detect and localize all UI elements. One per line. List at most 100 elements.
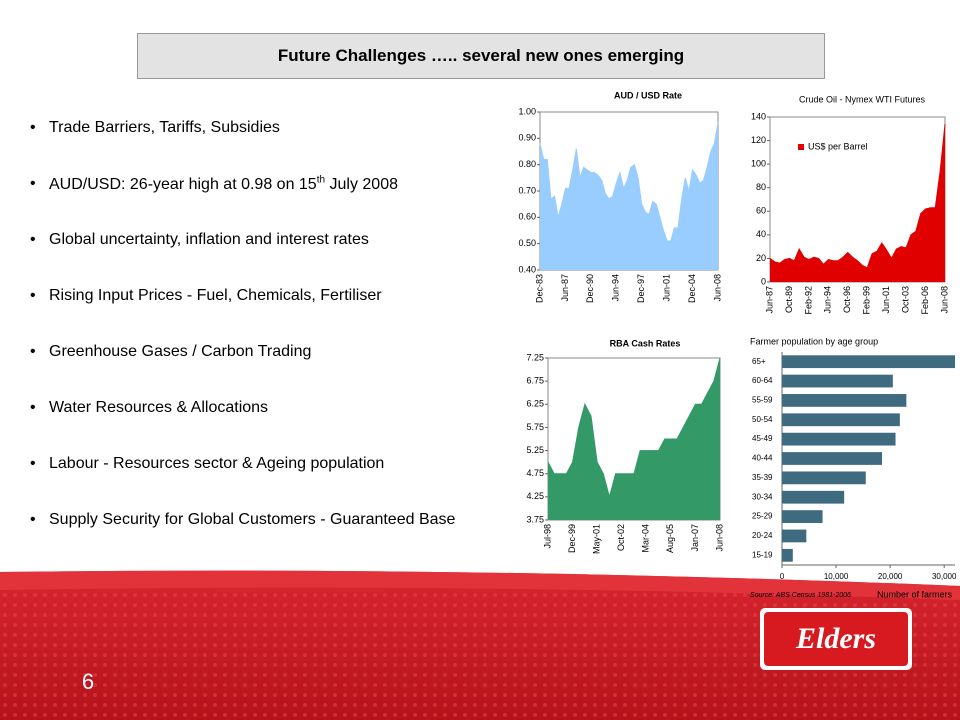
y-tick-label: 4.25 — [526, 491, 544, 501]
y-tick-label: 50-54 — [752, 415, 773, 424]
x-tick-label: Oct-89 — [784, 286, 794, 313]
bullet: Labour - Resources sector & Ageing popul… — [30, 455, 384, 473]
bar — [782, 413, 900, 427]
y-tick-label: 0.50 — [518, 238, 536, 248]
x-tick-label: 10,000 — [824, 572, 849, 581]
y-tick-label: 0 — [761, 276, 766, 286]
y-tick-label: 60 — [756, 206, 766, 216]
chart-title: Farmer population by age group — [750, 336, 878, 346]
bullet-text: July 2008 — [325, 176, 398, 194]
x-tick-label: Jun-94 — [823, 286, 833, 314]
y-tick-label: 1.00 — [518, 106, 536, 116]
y-tick-label: 3.75 — [526, 514, 544, 524]
bullet: Water Resources & Allocations — [30, 399, 268, 417]
bullet-text: Labour - Resources sector & Ageing popul… — [49, 455, 385, 472]
y-tick-label: 0.60 — [518, 212, 536, 222]
source-note: Source: ABS Census 1981-2006 — [750, 592, 851, 599]
x-tick-label: Jul-98 — [542, 524, 552, 549]
area-fill — [770, 124, 945, 282]
y-tick-label: 25-29 — [752, 512, 773, 521]
x-tick-label: Dec-83 — [534, 274, 544, 303]
footer-stripe — [0, 570, 960, 600]
slide-title: Future Challenges ….. several new ones e… — [137, 33, 825, 79]
area-fill — [540, 122, 718, 271]
x-tick-label: Jun-08 — [939, 286, 949, 314]
x-tick-label: Oct-02 — [616, 524, 626, 551]
y-tick-label: 0.90 — [518, 133, 536, 143]
chart-title: RBA Cash Rates — [610, 338, 681, 348]
y-tick-label: 15-19 — [752, 550, 773, 559]
bar — [782, 471, 866, 485]
logo-text: Elders — [795, 622, 876, 655]
area-line — [547, 357, 721, 499]
footer-pattern — [0, 570, 960, 720]
bar — [782, 490, 845, 504]
y-tick-label: 45-49 — [752, 434, 773, 443]
y-tick-label: 6.75 — [526, 376, 544, 386]
bullet: Global uncertainty, inflation and intere… — [30, 231, 369, 249]
x-tick-label: 20,000 — [878, 572, 903, 581]
y-tick-label: 6.25 — [526, 399, 544, 409]
bullet-text: Global uncertainty, inflation and intere… — [49, 231, 369, 248]
y-tick-label: 5.25 — [526, 445, 544, 455]
area-fill — [548, 358, 720, 520]
y-tick-label: 100 — [751, 159, 766, 169]
x-tick-label: Jun-01 — [881, 286, 891, 314]
bar — [782, 510, 823, 523]
bullet-text: Greenhouse Gases / Carbon Trading — [49, 343, 312, 360]
chart-title: AUD / USD Rate — [614, 90, 682, 100]
x-tick-label: Jan-07 — [690, 524, 700, 552]
x-tick-label: Jun-87 — [560, 274, 570, 302]
bullet-text: AUD/USD: 26-year high at 0.98 on 15 — [49, 176, 317, 194]
bar — [782, 374, 893, 388]
x-tick-label: Feb-99 — [862, 286, 872, 315]
bullet: Trade Barriers, Tariffs, Subsidies — [30, 119, 280, 137]
bullet-text: AUD/USD: 26-year high at 0.98 on 15th Ju… — [49, 175, 398, 194]
y-tick-label: 20 — [756, 253, 766, 263]
y-tick-label: 40 — [756, 229, 766, 239]
x-tick-label: Feb-06 — [920, 286, 930, 315]
bar — [782, 355, 955, 369]
bullet: Supply Security for Global Customers - G… — [30, 511, 455, 529]
bar — [782, 394, 907, 407]
x-tick-label: Oct-03 — [900, 286, 910, 313]
y-tick-label: 20-24 — [752, 531, 773, 540]
y-tick-label: 0.70 — [518, 185, 536, 195]
y-tick-label: 30-34 — [752, 492, 773, 501]
bullet-text: Rising Input Prices - Fuel, Chemicals, F… — [49, 287, 382, 304]
y-tick-label: 35-39 — [752, 473, 773, 482]
x-tick-label: 0 — [780, 572, 785, 581]
bullet-text: Water Resources & Allocations — [49, 399, 269, 416]
x-tick-label: Jun-01 — [662, 274, 672, 302]
bullet-sup: th — [316, 175, 326, 186]
bullet: Greenhouse Gases / Carbon Trading — [30, 343, 311, 361]
logo-box — [764, 612, 908, 666]
x-tick-label: Dec-04 — [687, 274, 697, 303]
bullet-text: Supply Security for Global Customers - G… — [49, 511, 456, 528]
bullet: Rising Input Prices - Fuel, Chemicals, F… — [30, 287, 382, 305]
legend-swatch — [798, 144, 804, 150]
x-tick-label: Jun-87 — [764, 286, 774, 314]
y-tick-label: 4.75 — [526, 468, 544, 478]
y-tick-label: 5.75 — [526, 422, 544, 432]
y-tick-label: 7.25 — [526, 352, 544, 362]
x-tick-label: Dec-99 — [567, 524, 577, 553]
y-tick-label: 0.80 — [518, 159, 536, 169]
bar — [782, 548, 793, 562]
x-tick-label: Oct-96 — [842, 286, 852, 313]
bar — [782, 529, 807, 543]
x-tick-label: 30,000 — [932, 572, 957, 581]
bullet-text: Trade Barriers, Tariffs, Subsidies — [49, 119, 280, 136]
y-tick-label: 80 — [756, 182, 766, 192]
area-line — [769, 124, 946, 269]
x-tick-label: Jun-08 — [714, 524, 724, 552]
x-tick-label: Jun-94 — [611, 274, 621, 302]
x-axis-label: Number of farmers — [877, 589, 953, 599]
x-tick-label: Aug-05 — [665, 524, 675, 553]
area-line — [539, 122, 719, 242]
y-tick-label: 55-59 — [752, 396, 773, 405]
x-tick-label: Jun-08 — [712, 274, 722, 302]
